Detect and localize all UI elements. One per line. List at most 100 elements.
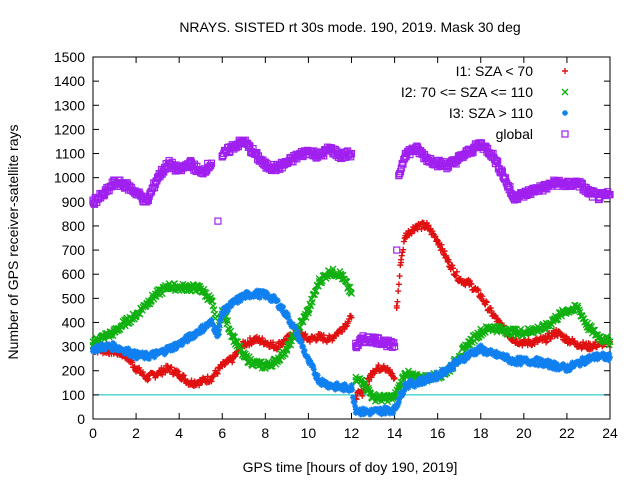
data-point	[401, 149, 409, 158]
series-marker	[307, 359, 314, 366]
series-marker	[506, 183, 514, 191]
data-point	[262, 338, 269, 345]
data-point	[283, 159, 291, 167]
series-marker	[427, 372, 434, 379]
series-marker	[219, 313, 226, 320]
series-marker	[449, 262, 456, 269]
data-point	[219, 362, 226, 369]
series-marker	[302, 313, 310, 321]
data-point	[466, 350, 473, 357]
series-marker	[558, 365, 565, 372]
y-tick-label: 400	[62, 314, 86, 330]
series-marker	[308, 298, 316, 306]
series-marker	[146, 355, 153, 362]
data-point	[531, 326, 539, 334]
data-point	[337, 326, 344, 333]
data-point	[390, 343, 399, 351]
data-point	[412, 145, 420, 153]
series-marker	[400, 388, 407, 395]
series-marker	[183, 336, 190, 343]
y-tick-label: 1400	[54, 73, 85, 89]
data-point	[208, 374, 215, 381]
data-point	[132, 311, 140, 319]
data-point	[391, 406, 398, 413]
data-point	[370, 408, 377, 415]
series-marker	[366, 411, 373, 418]
series-marker	[556, 366, 563, 373]
data-point	[520, 190, 528, 199]
data-point	[218, 152, 226, 160]
series-marker	[388, 343, 396, 351]
series-marker	[150, 352, 157, 359]
series-marker	[342, 381, 349, 388]
data-point	[423, 222, 430, 229]
data-point	[563, 365, 570, 372]
series-marker	[483, 298, 490, 305]
data-point	[240, 137, 248, 146]
series-marker	[159, 371, 166, 378]
data-point	[423, 154, 431, 162]
data-point	[272, 357, 280, 365]
series-marker	[220, 304, 227, 311]
data-point	[197, 326, 204, 333]
y-tick-label: 800	[62, 218, 86, 234]
series-marker	[217, 316, 224, 323]
data-point	[250, 149, 259, 158]
series-marker	[541, 326, 549, 334]
x-tick-label: 2	[132, 425, 140, 441]
series-marker	[400, 238, 407, 245]
series-marker	[172, 340, 179, 347]
data-point	[89, 198, 97, 206]
series-marker	[582, 360, 589, 367]
series-marker	[281, 350, 289, 358]
data-point	[90, 346, 96, 353]
data-point	[393, 246, 401, 254]
data-point	[380, 338, 388, 346]
data-point	[563, 336, 570, 343]
data-point	[111, 343, 118, 350]
series-marker	[144, 196, 152, 204]
series-marker	[256, 294, 263, 301]
data-point	[111, 328, 119, 336]
y-tick-label: 700	[62, 242, 86, 258]
series-marker	[332, 386, 339, 393]
series-marker	[356, 406, 363, 413]
data-point	[219, 309, 226, 316]
data-point	[393, 304, 400, 311]
data-point	[552, 178, 560, 187]
y-tick-label: 300	[62, 339, 86, 355]
data-point	[488, 309, 495, 316]
series-marker	[440, 366, 447, 373]
data-point	[305, 358, 312, 365]
series-marker	[351, 399, 358, 406]
data-point	[294, 331, 301, 338]
data-point	[186, 159, 194, 167]
series-marker	[420, 220, 427, 227]
series-marker	[181, 338, 188, 345]
data-point	[304, 306, 312, 314]
data-point	[214, 331, 221, 338]
series-marker	[462, 356, 469, 363]
data-point	[154, 370, 161, 377]
series-marker	[349, 394, 356, 401]
data-point	[520, 328, 528, 336]
legend-marker	[562, 68, 568, 74]
series-marker	[569, 359, 576, 366]
series-marker	[450, 265, 457, 272]
legend-swatch	[562, 68, 568, 74]
series-marker	[487, 305, 494, 312]
data-point	[541, 323, 549, 331]
data-point	[207, 159, 216, 167]
data-point	[445, 365, 452, 372]
series-marker	[162, 369, 169, 376]
series-marker	[314, 372, 321, 379]
series-marker	[450, 363, 457, 370]
series-marker	[394, 402, 401, 409]
series-marker	[396, 273, 403, 280]
series-marker	[201, 326, 208, 333]
series-marker	[106, 341, 113, 348]
data-point	[229, 333, 237, 341]
data-point	[229, 142, 237, 150]
axes: 0 2 4 6 8 10 12 14 16 18 20 22 240100200300400500600…	[54, 49, 618, 441]
data-point	[326, 336, 333, 343]
